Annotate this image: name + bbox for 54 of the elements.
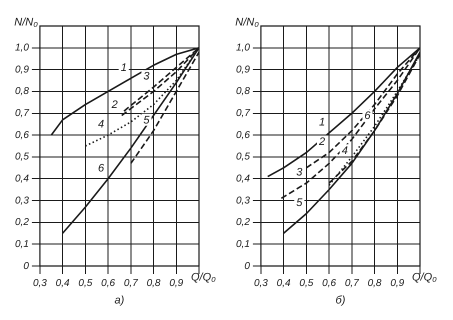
y-tick-label: 0 bbox=[23, 260, 30, 272]
y-tick-label: 0,9 bbox=[236, 64, 250, 76]
text: а) bbox=[114, 294, 125, 307]
y-axis-title: N/N₀ bbox=[14, 16, 38, 29]
y-tick-label: 0 bbox=[244, 260, 250, 272]
y-tick-label: 0,3 bbox=[236, 195, 250, 206]
y-tick-label: 0,7 bbox=[14, 108, 30, 120]
y-tick-label: 0,4 bbox=[236, 174, 250, 185]
y-tick-label: 0,8 bbox=[14, 86, 30, 98]
y-tick-label: 0,6 bbox=[14, 130, 30, 141]
annotation: 3 bbox=[296, 166, 304, 179]
x-tick-label: 0,8 bbox=[368, 278, 382, 289]
x-tick-label: 0,7 bbox=[124, 278, 138, 289]
y-tick-label: 0,1 bbox=[236, 238, 250, 250]
y-tick-label: 0,5 bbox=[236, 152, 250, 163]
y-tick-label: 1,0 bbox=[236, 42, 250, 54]
y-axis-title: N/N₀ bbox=[235, 16, 260, 29]
x-tick-label: 0,3 bbox=[254, 278, 268, 289]
y-tick-label: 0,5 bbox=[14, 152, 30, 163]
y-tick-label: 0,2 bbox=[14, 217, 30, 228]
y-tick-label: 0,8 bbox=[236, 86, 250, 98]
x-tick-label: 0,6 bbox=[322, 278, 336, 289]
y-tick-label: 0,7 bbox=[236, 108, 250, 120]
x-tick-label: 0,4 bbox=[276, 278, 292, 289]
annotation: 2 bbox=[318, 136, 326, 148]
annotation: 1 bbox=[120, 62, 127, 74]
y-tick-label: 0,1 bbox=[14, 238, 29, 250]
x-tick-label: 0,3 bbox=[32, 278, 48, 289]
y-tick-label: 0,3 bbox=[14, 195, 30, 206]
annotation: 6 bbox=[364, 110, 372, 122]
y-tick-label: 0,4 bbox=[14, 174, 30, 185]
annotation: 5 bbox=[296, 197, 304, 210]
annotation: 5 bbox=[143, 114, 150, 126]
annotation: 6 bbox=[98, 162, 105, 174]
y-tick-label: 0,6 bbox=[236, 130, 250, 141]
annotation: 3 bbox=[143, 70, 150, 83]
x-tick-label: 0,9 bbox=[169, 278, 184, 289]
annotation: 4 bbox=[98, 118, 104, 131]
x-axis-title: Q/Q₀ bbox=[191, 272, 216, 284]
x-tick-label: 0,4 bbox=[56, 278, 70, 289]
y-tick-label: 0,2 bbox=[236, 217, 250, 228]
text: б) bbox=[336, 294, 346, 307]
y-tick-label: 1,0 bbox=[14, 42, 30, 54]
annotation: 4 bbox=[342, 144, 348, 157]
x-tick-label: 0,5 bbox=[78, 278, 93, 289]
annotation: 2 bbox=[110, 99, 118, 112]
x-tick-label: 0,8 bbox=[146, 278, 161, 289]
x-tick-label: 0,9 bbox=[390, 278, 405, 289]
x-axis-title: Q/Q₀ bbox=[412, 272, 438, 284]
x-tick-label: 0,6 bbox=[101, 278, 116, 289]
x-tick-label: 0,7 bbox=[344, 278, 360, 289]
annotation: 1 bbox=[318, 116, 326, 128]
y-tick-label: 0,9 bbox=[14, 64, 30, 76]
x-tick-label: 0,5 bbox=[299, 278, 314, 289]
